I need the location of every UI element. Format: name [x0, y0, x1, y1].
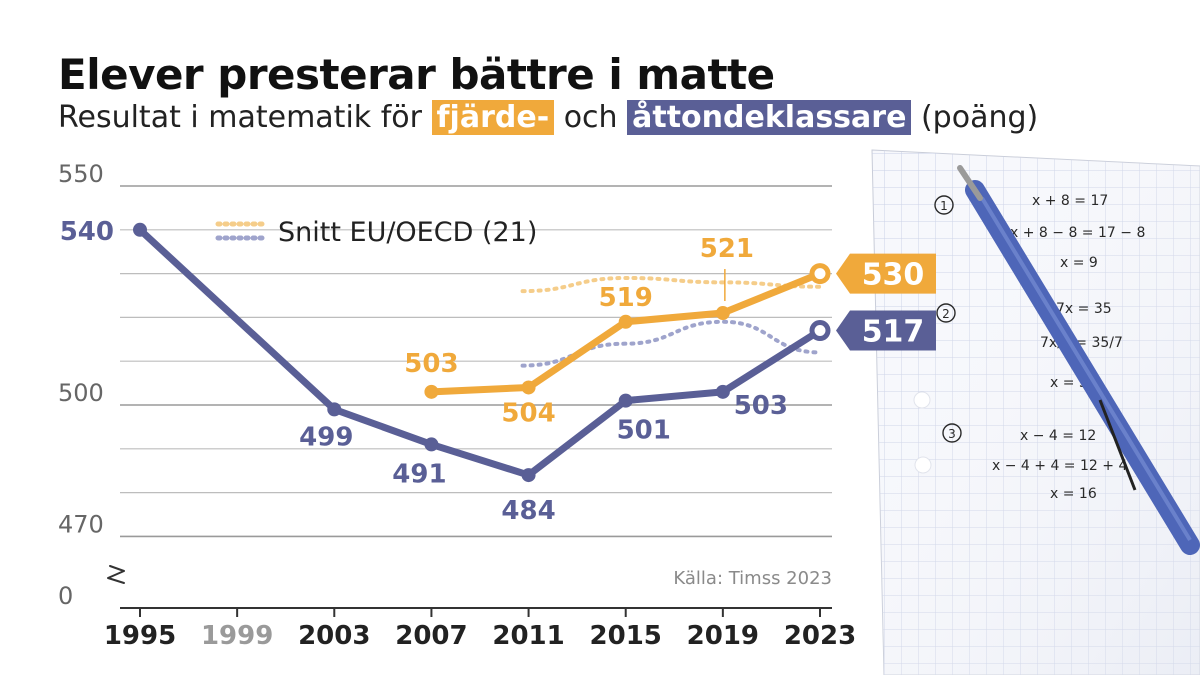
axis-break-icon: [107, 565, 125, 584]
y-tick-label: 500: [58, 379, 104, 407]
gridlines: [120, 185, 832, 609]
grade8-point: [715, 384, 730, 399]
legend-label: Snitt EU/OECD (21): [278, 217, 537, 248]
x-tick-label: 2019: [687, 621, 759, 651]
y-tick-label: 0: [58, 582, 73, 610]
chart-subtitle: Resultat i matematik för fjärde- och ått…: [58, 100, 1038, 135]
x-axis: 1995 1999 2003 2007 2011 2015 2019 2023: [104, 608, 856, 651]
y-tick-label: 550: [58, 160, 104, 188]
grade4-point: [618, 314, 633, 329]
grade8-value-badge: [836, 310, 936, 351]
avg_grade4-line: [520, 275, 822, 294]
x-tick-label: 2023: [784, 621, 856, 651]
chart-title: Elever presterar bättre i matte: [58, 50, 775, 99]
notebook-equation: x − 4 + 4 = 12 + 4: [992, 458, 1127, 474]
grade4-data-label: 503: [404, 349, 458, 379]
grade8-point: [424, 437, 439, 452]
subtitle-prefix: Resultat i matematik för: [58, 100, 422, 135]
grade4-highlight: fjärde-: [431, 100, 555, 135]
paper-shade: [872, 150, 1200, 675]
grade8-data-label: 501: [617, 416, 671, 446]
grade8-line: [136, 226, 824, 479]
x-tick-label: 2015: [590, 621, 662, 651]
grade8-data-label: 491: [392, 459, 446, 489]
grade8-point: [327, 402, 342, 417]
subtitle-suffix: (poäng): [920, 100, 1039, 135]
x-tick-label: 2011: [492, 621, 564, 651]
notebook-equation: x = 9: [1060, 255, 1098, 271]
grade8-highlight: åttondeklassare: [627, 100, 912, 135]
grade8-point: [618, 393, 633, 408]
notebook-equation: 7x = 35: [1056, 301, 1112, 317]
grade4-point: [715, 306, 730, 321]
grade8-point: [521, 468, 536, 483]
data-series: 540 499 491 484 501 503 517 503 504 519 521 530: [60, 217, 936, 526]
grade8-point: [133, 222, 147, 237]
problem-number-circle: [934, 195, 954, 215]
grade4-point: [521, 380, 536, 395]
notebook-illustration: x + 8 = 17 x + 8 − 8 = 17 − 8 x = 9 7x = 35…: [871, 149, 1200, 675]
grade8-data-label: 484: [501, 496, 555, 526]
problem-number: 2: [942, 307, 950, 321]
grade4-data-label: 504: [501, 398, 555, 428]
y-axis: 550 500 470 0: [58, 160, 125, 610]
grade4-value-badge: [836, 253, 936, 294]
grade4-point: [424, 384, 439, 399]
source-note: Källa: Timss 2023: [673, 568, 832, 589]
notebook-equation: x + 8 = 17: [1032, 193, 1108, 209]
grade8-data-label: 517: [862, 315, 925, 350]
problem-number: 3: [948, 427, 956, 441]
problem-number-circle: [942, 423, 962, 443]
grade8-point: [809, 320, 831, 342]
pencil-clip: [1098, 399, 1137, 491]
notebook-equation: x − 4 = 12: [1020, 428, 1096, 444]
grade8-data-label: 540: [60, 217, 114, 247]
x-tick-label: 1999: [201, 621, 273, 651]
notebook-equation: x = 16: [1050, 486, 1097, 502]
grade4-data-label: 530: [862, 258, 925, 293]
x-tick-label: 2007: [395, 621, 467, 651]
punch-hole: [913, 391, 931, 409]
problem-number: 1: [940, 199, 948, 213]
grade4-data-label: 519: [599, 283, 653, 313]
pencil-tip: [957, 165, 983, 201]
x-tick-label: 2003: [298, 621, 370, 651]
pencil-highlight: [980, 196, 1192, 542]
grade4-data-label: 521: [700, 234, 754, 264]
grade8-data-label: 499: [299, 422, 353, 452]
x-tick-label: 1995: [104, 621, 176, 651]
grade4-point: [809, 263, 831, 285]
problem-number-circle: [936, 303, 956, 323]
pencil-icon: [957, 165, 1200, 555]
subtitle-mid: och: [563, 100, 618, 135]
punch-hole: [914, 456, 932, 474]
y-tick-label: 470: [58, 510, 104, 538]
notebook-equation: x + 8 − 8 = 17 − 8: [1010, 225, 1145, 241]
legend: Snitt EU/OECD (21): [215, 217, 537, 248]
grade8-data-label: 503: [734, 391, 788, 421]
